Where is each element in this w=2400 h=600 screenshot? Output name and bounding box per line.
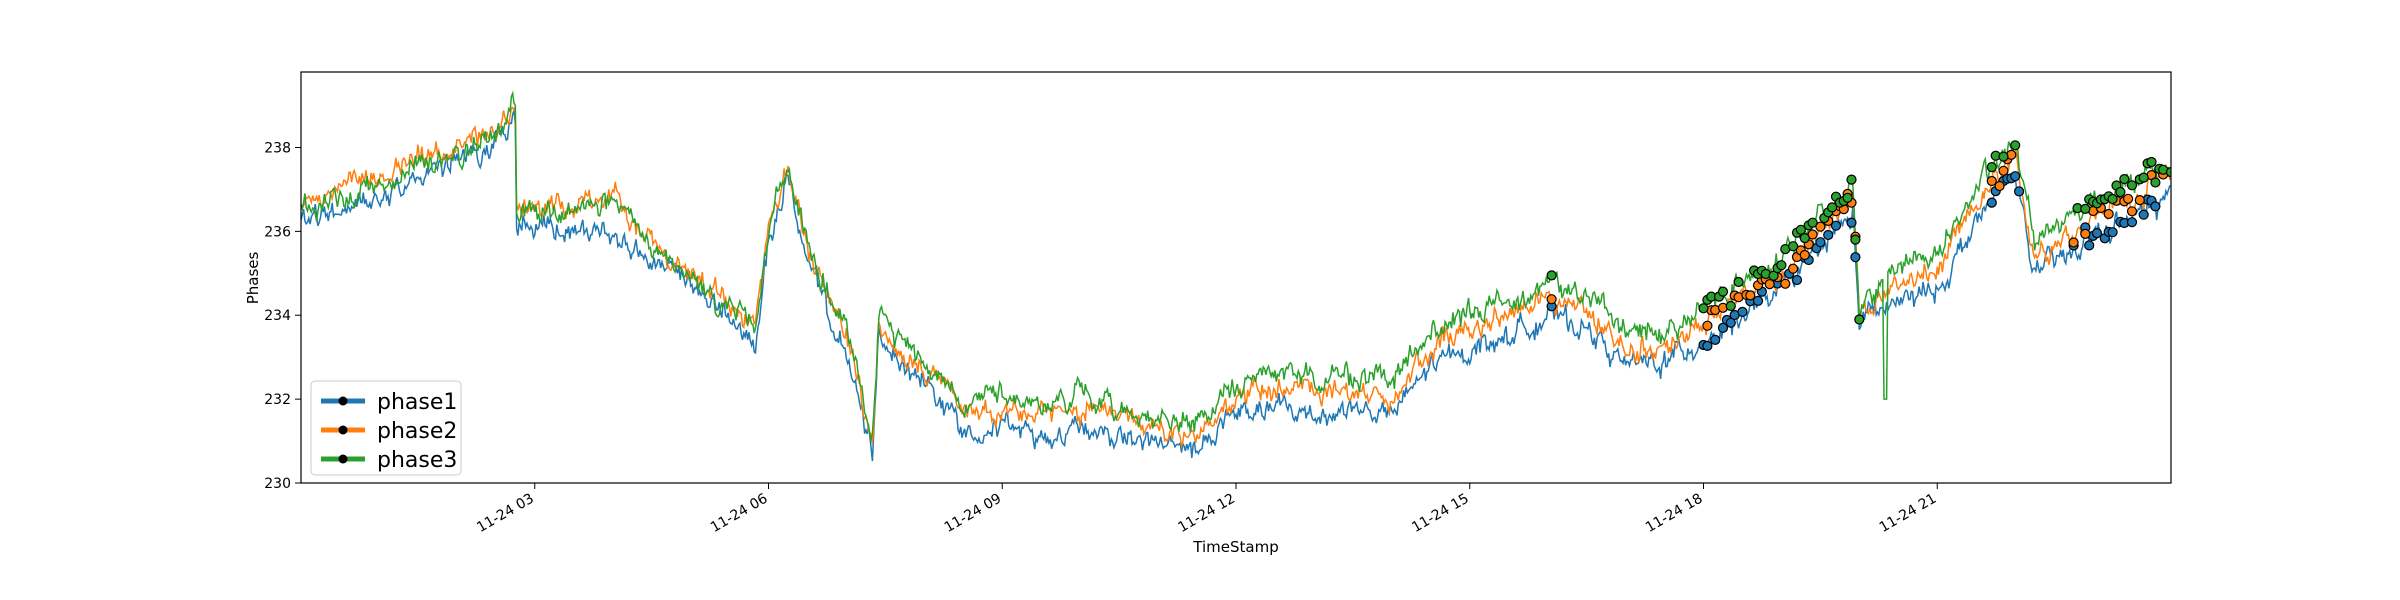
anomaly-marker-layer <box>1546 140 2171 351</box>
anomaly-marker-phase3 <box>1776 260 1787 271</box>
x-axis: 11-24 03 11-24 06 11-24 09 11-24 12 11-24 15… <box>474 483 1939 536</box>
series-layer <box>301 90 2171 462</box>
anomaly-marker-phase3 <box>1733 276 1744 288</box>
x-tick-label: 11-24 18 <box>1643 491 1706 536</box>
anomaly-marker-phase2 <box>2080 228 2091 239</box>
anomaly-marker-phase2 <box>2134 195 2145 206</box>
legend: phase1 phase2 phase3 <box>310 380 462 476</box>
anomaly-marker-phase3 <box>2107 193 2118 205</box>
anomaly-marker-phase1 <box>2091 228 2103 239</box>
anomaly-marker-phase3 <box>2126 180 2138 191</box>
anomaly-marker-phase3 <box>2119 174 2130 185</box>
anomaly-marker-phase2 <box>1994 180 2005 192</box>
anomaly-marker-phase3 <box>1807 217 1818 228</box>
anomaly-marker-phase3 <box>1725 300 1736 312</box>
anomaly-marker-phase3 <box>2080 203 2091 214</box>
legend-label-phase3: phase3 <box>377 448 457 473</box>
legend-marker-phase3 <box>338 454 348 464</box>
series-line-phase1 <box>301 110 2171 462</box>
anomaly-marker-phase1 <box>1702 340 1713 351</box>
anomaly-marker-phase2 <box>2126 206 2138 217</box>
anomaly-marker-phase2 <box>1986 175 1997 187</box>
anomaly-marker-phase3 <box>1986 162 1997 173</box>
plot-frame <box>300 71 2172 484</box>
anomaly-marker-phase1 <box>1850 252 1861 263</box>
y-axis-title: Phases <box>244 252 262 305</box>
x-axis-title: TimeStamp <box>1192 538 1278 556</box>
anomaly-marker-phase2 <box>2123 193 2134 204</box>
anomaly-marker-phase1 <box>1717 322 1729 333</box>
anomaly-marker-phase3 <box>1998 151 2009 162</box>
anomaly-marker-phase3 <box>1799 233 1810 244</box>
y-axis: 230 232 234 236 238 <box>264 140 301 492</box>
y-tick-label: 236 <box>264 224 291 240</box>
anomaly-marker-phase1 <box>1752 295 1764 306</box>
anomaly-marker-phase2 <box>2068 237 2079 248</box>
anomaly-marker-phase3 <box>1854 314 1865 325</box>
y-tick-label: 230 <box>264 476 291 492</box>
anomaly-marker-phase3 <box>1842 192 1853 203</box>
anomaly-marker-phase1 <box>1737 306 1748 317</box>
y-tick-label: 234 <box>264 308 291 324</box>
anomaly-marker-phase3 <box>2146 156 2157 168</box>
anomaly-marker-phase2 <box>1546 294 1557 305</box>
x-tick-label: 11-24 12 <box>1175 491 1238 536</box>
anomaly-marker-phase1 <box>1846 217 1857 228</box>
anomaly-marker-phase2 <box>1764 279 1775 290</box>
legend-marker-phase1 <box>338 396 348 406</box>
anomaly-marker-phase2 <box>1745 290 1756 301</box>
anomaly-marker-phase1 <box>1710 334 1721 345</box>
anomaly-marker-phase1 <box>1986 197 1997 208</box>
anomaly-marker-phase3 <box>1850 234 1861 245</box>
anomaly-marker-phase1 <box>2138 209 2149 220</box>
anomaly-marker-phase1 <box>1725 317 1736 328</box>
anomaly-marker-phase3 <box>1787 241 1799 252</box>
anomaly-marker-phase1 <box>2126 217 2138 228</box>
anomaly-marker-phase3 <box>1698 303 1709 314</box>
legend-label-phase2: phase2 <box>377 419 457 444</box>
x-tick-label: 11-24 06 <box>708 491 771 536</box>
anomaly-marker-phase3 <box>2010 140 2021 151</box>
anomaly-marker-phase1 <box>2150 201 2161 212</box>
anomaly-marker-phase1 <box>2010 171 2021 182</box>
anomaly-marker-phase1 <box>2107 227 2118 238</box>
anomaly-marker-phase3 <box>2165 167 2171 178</box>
x-tick-label: 11-24 15 <box>1409 491 1472 536</box>
anomaly-marker-phase1 <box>1823 229 1834 241</box>
anomaly-marker-phase3 <box>1846 174 1857 185</box>
y-tick-label: 232 <box>264 392 291 408</box>
anomaly-marker-phase1 <box>1791 274 1803 286</box>
anomaly-marker-phase3 <box>1795 224 1807 235</box>
series-line-phase2 <box>301 106 2171 449</box>
anomaly-marker-phase2 <box>1780 278 1791 289</box>
x-tick-label: 11-24 03 <box>474 491 537 536</box>
legend-marker-phase2 <box>338 425 348 435</box>
anomaly-marker-phase3 <box>1717 286 1729 297</box>
x-tick-label: 11-24 09 <box>942 491 1005 536</box>
anomaly-marker-phase2 <box>1799 249 1810 261</box>
legend-label-phase1: phase1 <box>377 390 457 415</box>
anomaly-marker-phase1 <box>1830 220 1842 231</box>
anomaly-marker-phase1 <box>1815 237 1826 248</box>
anomaly-marker-phase2 <box>2103 208 2114 220</box>
series-line-phase3 <box>301 90 2171 442</box>
anomaly-marker-phase2 <box>1787 263 1799 274</box>
anomaly-marker-phase3 <box>2138 172 2149 183</box>
y-tick-label: 238 <box>264 140 291 156</box>
anomaly-marker-phase3 <box>1546 270 1557 281</box>
x-tick-label: 11-24 21 <box>1877 491 1940 536</box>
legend-box <box>310 380 462 476</box>
anomaly-marker-phase2 <box>1702 320 1713 331</box>
anomaly-marker-phase1 <box>2084 240 2095 251</box>
anomaly-marker-phase2 <box>1998 165 2009 176</box>
anomaly-marker-phase3 <box>1826 202 1838 213</box>
anomaly-marker-phase2 <box>1815 221 1826 232</box>
anomaly-marker-phase1 <box>2013 186 2025 197</box>
anomaly-marker-phase3 <box>2115 186 2126 198</box>
anomaly-marker-phase3 <box>2150 177 2161 188</box>
